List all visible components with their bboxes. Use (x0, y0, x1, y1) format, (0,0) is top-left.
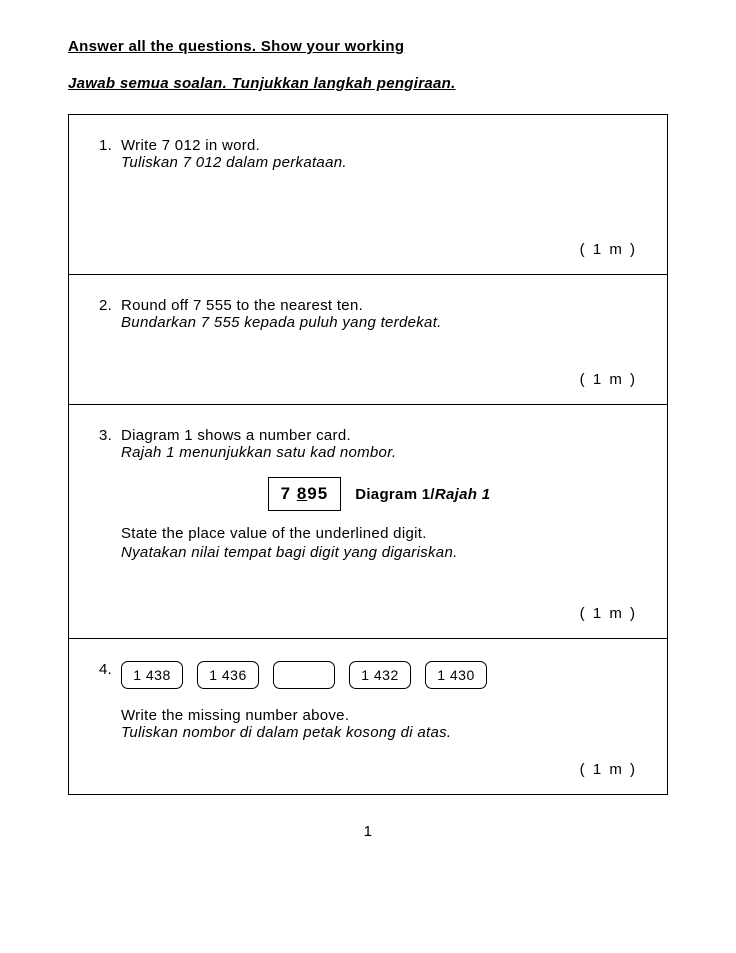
diagram-label-my: Rajah 1 (435, 486, 490, 503)
question-number: 4. (99, 661, 121, 741)
question-4: 4. 1 438 1 436 1 432 1 430 Write the mis… (69, 639, 667, 794)
question-text-my: Rajah 1 menunjukkan satu kad nombor. (121, 444, 637, 461)
marks-label: ( 1 m ) (99, 741, 637, 778)
question-text-en: Round off 7 555 to the nearest ten. (121, 297, 637, 314)
question-text-my: Tuliskan 7 012 dalam perkataan. (121, 154, 637, 171)
instruction-heading-en: Answer all the questions. Show your work… (68, 38, 668, 55)
question-text-en: Write 7 012 in word. (121, 137, 637, 154)
question-3: 3. Diagram 1 shows a number card. Rajah … (69, 405, 667, 639)
diagram-label: Diagram 1/Rajah 1 (355, 486, 490, 503)
number-card: 7 895 (268, 477, 342, 511)
diagram-label-en: Diagram 1/ (355, 486, 435, 503)
card-pre: 7 (281, 484, 297, 503)
followup-my: Nyatakan nilai tempat bagi digit yang di… (121, 544, 637, 561)
question-1: 1. Write 7 012 in word. Tuliskan 7 012 d… (69, 115, 667, 275)
card-underlined-digit: 8 (297, 484, 307, 503)
marks-label: ( 1 m ) (99, 171, 637, 258)
number-box: 1 432 (349, 661, 411, 689)
marks-label: ( 1 m ) (99, 561, 637, 622)
question-text-my: Tuliskan nombor di dalam petak kosong di… (121, 724, 637, 741)
diagram-row: 7 895 Diagram 1/Rajah 1 (121, 477, 637, 511)
page-number: 1 (68, 823, 668, 840)
followup-en: State the place value of the underlined … (121, 525, 637, 542)
marks-label: ( 1 m ) (99, 331, 637, 388)
question-number: 2. (99, 297, 121, 331)
number-box: 1 438 (121, 661, 183, 689)
card-post: 95 (307, 484, 328, 503)
number-box-empty (273, 661, 335, 689)
number-sequence: 1 438 1 436 1 432 1 430 (121, 661, 637, 689)
question-number: 3. (99, 427, 121, 561)
question-number: 1. (99, 137, 121, 171)
question-2: 2. Round off 7 555 to the nearest ten. B… (69, 275, 667, 405)
question-text-en: Diagram 1 shows a number card. (121, 427, 637, 444)
number-box: 1 430 (425, 661, 487, 689)
number-box: 1 436 (197, 661, 259, 689)
questions-container: 1. Write 7 012 in word. Tuliskan 7 012 d… (68, 114, 668, 795)
question-text-my: Bundarkan 7 555 kepada puluh yang terdek… (121, 314, 637, 331)
question-text-en: Write the missing number above. (121, 707, 637, 724)
instruction-heading-my: Jawab semua soalan. Tunjukkan langkah pe… (68, 75, 668, 92)
